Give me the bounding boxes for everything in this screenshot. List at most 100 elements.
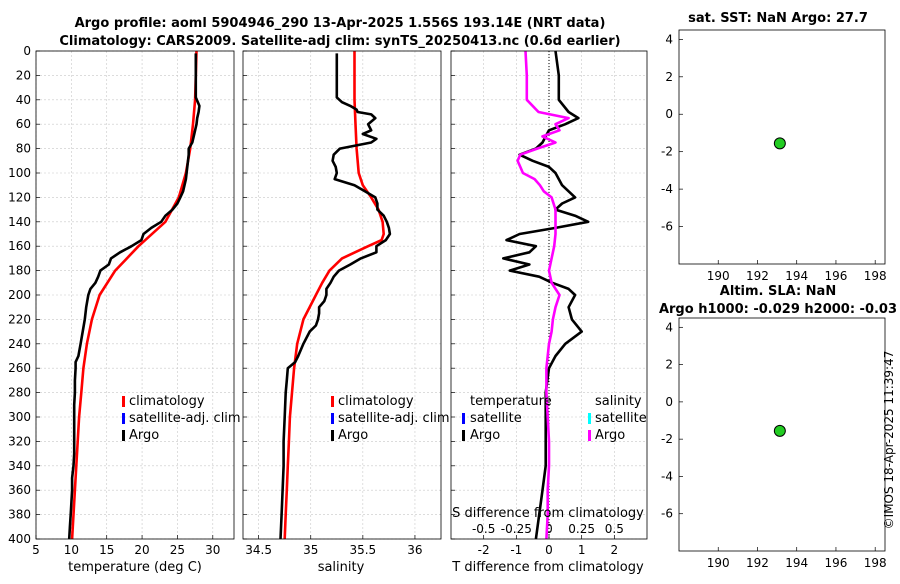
map-xtick-label: 192 <box>746 556 769 570</box>
legend-swatch-t-satellite <box>462 413 465 424</box>
map-xtick-label: 198 <box>864 269 887 283</box>
legend-label-t-satellite: satellite <box>470 411 522 426</box>
temperature-xtick-label: 25 <box>170 543 185 557</box>
depth-tick-label: 300 <box>8 410 31 424</box>
legend-label-s-argo: Argo <box>595 428 625 443</box>
temperature-series-argo <box>67 53 201 540</box>
depth-tick-label: 240 <box>8 337 31 351</box>
temperature-legend: climatology satellite-adj. clim Argo <box>122 394 241 443</box>
map-axes-frame <box>678 29 886 265</box>
map-xtick-label: 196 <box>824 556 847 570</box>
difference-axes-frame <box>450 50 648 540</box>
map-ytick-label: 4 <box>665 32 673 46</box>
difference-xtick-label: -1 <box>510 543 522 557</box>
legend-label-satellite: satellite-adj. clim <box>338 411 450 426</box>
depth-tick-label: 40 <box>16 93 31 107</box>
argo-location-marker <box>773 424 786 437</box>
legend-swatch-climatology <box>331 396 334 407</box>
salinity-xlabel: salinity <box>318 560 365 575</box>
temperature-xtick-label: 20 <box>134 543 149 557</box>
salinity-series-argo <box>279 53 392 540</box>
depth-tick-label: 120 <box>8 190 31 204</box>
difference-xtick-label: -2 <box>478 543 490 557</box>
depth-tick-label: 140 <box>8 215 31 229</box>
map-ytick-label: 0 <box>665 107 673 121</box>
depth-tick-label: 400 <box>8 532 31 546</box>
map-ytick-label: -6 <box>661 507 673 521</box>
legend-temperature-title: temperature <box>470 394 552 409</box>
temperature-xtick-label: 5 <box>32 543 40 557</box>
legend-swatch-climatology <box>122 396 125 407</box>
depth-tick-label: 100 <box>8 166 31 180</box>
map-xtick-label: 194 <box>785 556 808 570</box>
legend-label-t-argo: Argo <box>470 428 500 443</box>
depth-tick-label: 80 <box>16 142 31 156</box>
map-ytick-label: 0 <box>665 395 673 409</box>
depth-tick-label: 0 <box>23 44 31 58</box>
legend-label-argo: Argo <box>338 428 368 443</box>
map-xtick-label: 192 <box>746 269 769 283</box>
map-xtick-label: 190 <box>707 556 730 570</box>
difference-series-t-difference-argo <box>501 50 590 540</box>
map-xtick-label: 194 <box>785 269 808 283</box>
map-ytick-label: 2 <box>665 358 673 372</box>
sst-panel-title: sat. SST: NaN Argo: 27.7 <box>688 11 868 26</box>
temperature-axes-frame <box>35 50 235 540</box>
legend-swatch-t-argo <box>462 430 465 441</box>
map-ytick-label: 2 <box>665 70 673 84</box>
depth-tick-label: 220 <box>8 312 31 326</box>
temperature-xlabel: temperature (deg C) <box>68 560 202 575</box>
depth-tick-label: 180 <box>8 264 31 278</box>
difference-xtick-label: 0 <box>545 543 553 557</box>
legend-swatch-satellite <box>122 413 125 424</box>
map-xtick-label: 190 <box>707 269 730 283</box>
temperature-panel: 5 10 15 20 25 3002040608010012014016018020022… <box>8 44 235 557</box>
difference-series-s-difference-argo <box>516 50 570 540</box>
salinity-axes-frame <box>242 50 442 540</box>
temperature-series-climatology <box>70 50 198 540</box>
legend-swatch-argo <box>122 430 125 441</box>
depth-tick-label: 20 <box>16 68 31 82</box>
map-ytick-label: -4 <box>661 182 673 196</box>
difference-xtick-label: 1 <box>578 543 586 557</box>
salinity-xtick-label: 35 <box>303 543 318 557</box>
imos-credit: ©IMOS 18-Apr-2025 11:39:47 <box>882 351 896 530</box>
map-axes-frame <box>678 317 886 552</box>
difference-top-tick-label: -0.25 <box>501 522 532 536</box>
difference-top-tick-label: -0.5 <box>472 522 495 536</box>
depth-tick-label: 200 <box>8 288 31 302</box>
legend-swatch-s-argo <box>588 430 591 441</box>
sst-panel: 4 2 0 -2 -4 -6 190 192 194 196 198 <box>661 29 887 283</box>
map-xtick-label: 196 <box>824 269 847 283</box>
legend-swatch-s-satellite <box>588 413 591 424</box>
sla-panel-title: Altim. SLA: NaN <box>720 284 836 299</box>
difference-legend: temperature satellite Argo salinity sate… <box>462 394 647 443</box>
legend-salinity-title: salinity <box>595 394 642 409</box>
difference-xlabel-top: S difference from climatology <box>452 506 644 521</box>
legend-label-s-satellite: satellite <box>595 411 647 426</box>
sla-panel: 4 2 0 -2 -4 -6 190 192 194 196 198 <box>661 317 887 570</box>
map-ytick-label: -4 <box>661 469 673 483</box>
figure-title-line2: Climatology: CARS2009. Satellite-adj cli… <box>59 34 620 49</box>
map-ytick-label: -2 <box>661 145 673 159</box>
argo-location-marker <box>773 137 786 150</box>
map-xtick-label: 198 <box>864 556 887 570</box>
sla-panel-subtitle: Argo h1000: -0.029 h2000: -0.03 <box>659 302 897 317</box>
depth-tick-label: 260 <box>8 361 31 375</box>
legend-label-climatology: climatology <box>338 394 414 409</box>
depth-tick-label: 160 <box>8 239 31 253</box>
map-ytick-label: -6 <box>661 220 673 234</box>
depth-tick-label: 60 <box>16 117 31 131</box>
legend-swatch-argo <box>331 430 334 441</box>
depth-tick-label: 280 <box>8 386 31 400</box>
legend-label-satellite: satellite-adj. clim <box>129 411 241 426</box>
depth-tick-label: 340 <box>8 459 31 473</box>
depth-tick-label: 320 <box>8 434 31 448</box>
difference-xlabel: T difference from climatology <box>451 560 644 575</box>
figure-title-line1: Argo profile: aoml 5904946_290 13-Apr-20… <box>75 16 606 31</box>
legend-label-climatology: climatology <box>129 394 205 409</box>
salinity-legend: climatology satellite-adj. clim Argo <box>331 394 450 443</box>
temperature-xtick-label: 30 <box>205 543 220 557</box>
